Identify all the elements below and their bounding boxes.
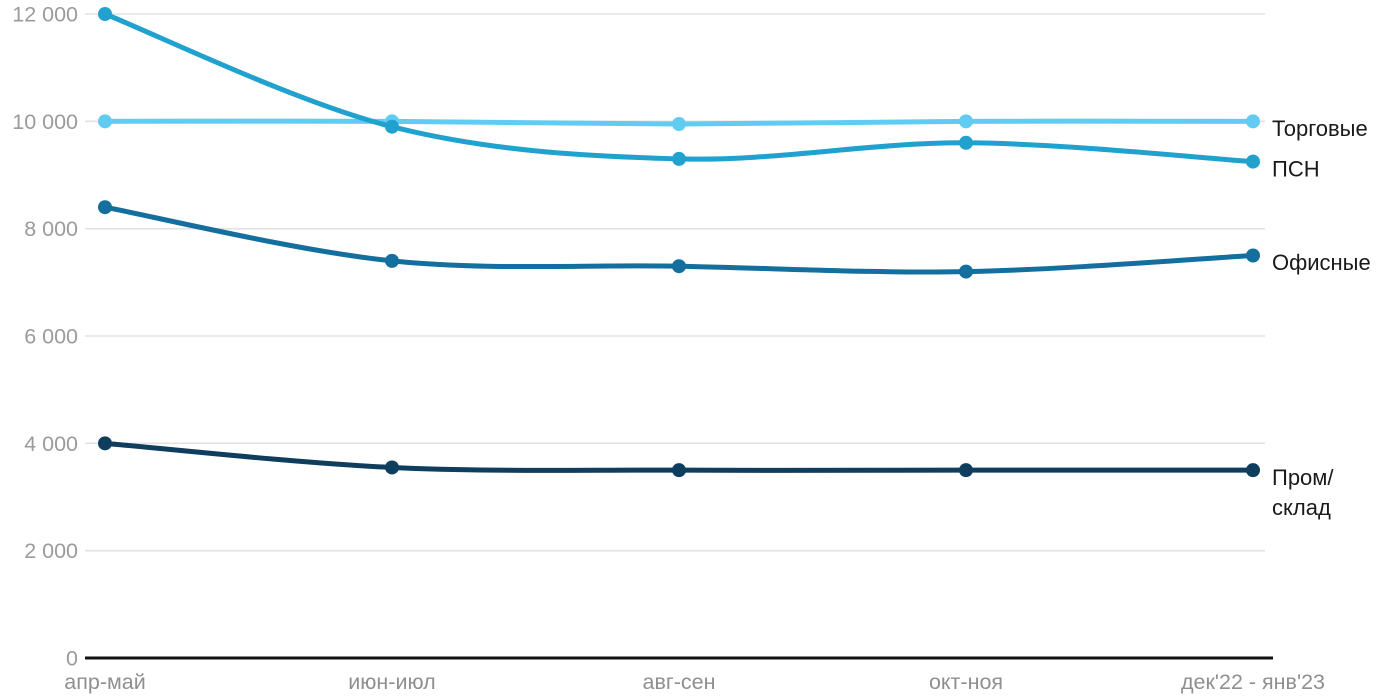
- series-point-psn-0: [98, 7, 112, 21]
- series-point-ofisnye-1: [385, 253, 399, 268]
- series-point-prom-sklad-4: [1246, 463, 1260, 478]
- series-point-prom-sklad-3: [959, 463, 973, 478]
- series-point-prom-sklad-1: [385, 460, 399, 475]
- y-tick-label-0: 0: [66, 647, 78, 671]
- x-tick-label-2: авг-сен: [643, 670, 716, 694]
- legend-label-torgovye: Торговые: [1272, 116, 1368, 141]
- y-tick-label-4000: 4 000: [24, 432, 78, 456]
- series-point-ofisnye-2: [672, 259, 686, 274]
- x-tick-label-1: июн-июл: [348, 670, 435, 694]
- y-tick-label-2000: 2 000: [24, 539, 78, 563]
- legend-label-ofisnye: Офисные: [1272, 250, 1371, 275]
- series-line-psn: [102, 11, 1256, 165]
- legend-label-prom-sklad-line2: склад: [1272, 495, 1331, 520]
- series-point-psn-3: [959, 135, 973, 150]
- legend-label-psn: ПСН: [1272, 156, 1320, 181]
- x-tick-label-4: дек'22 - янв'23: [1181, 670, 1325, 694]
- series-point-torgovye-4: [1246, 114, 1260, 129]
- series-point-torgovye-2: [672, 117, 686, 132]
- y-tick-label-10000: 10 000: [12, 110, 78, 134]
- series-point-psn-1: [385, 119, 399, 134]
- legend-label-prom-sklad-line1: Пром/: [1272, 465, 1334, 490]
- series-point-ofisnye-4: [1246, 248, 1260, 263]
- series-point-prom-sklad-0: [98, 436, 112, 451]
- series-point-psn-2: [672, 151, 686, 166]
- y-tick-label-12000: 12 000: [12, 3, 78, 27]
- x-tick-label-3: окт-ноя: [929, 670, 1003, 694]
- series-point-torgovye-0: [98, 114, 112, 129]
- y-tick-label-6000: 6 000: [24, 325, 78, 349]
- series-point-ofisnye-0: [98, 200, 112, 215]
- series-point-torgovye-3: [959, 114, 973, 129]
- series-point-prom-sklad-2: [672, 463, 686, 478]
- series-point-ofisnye-3: [959, 264, 973, 279]
- y-tick-label-8000: 8 000: [24, 217, 78, 241]
- series-point-psn-4: [1246, 154, 1260, 169]
- x-tick-label-0: апр-май: [64, 670, 145, 694]
